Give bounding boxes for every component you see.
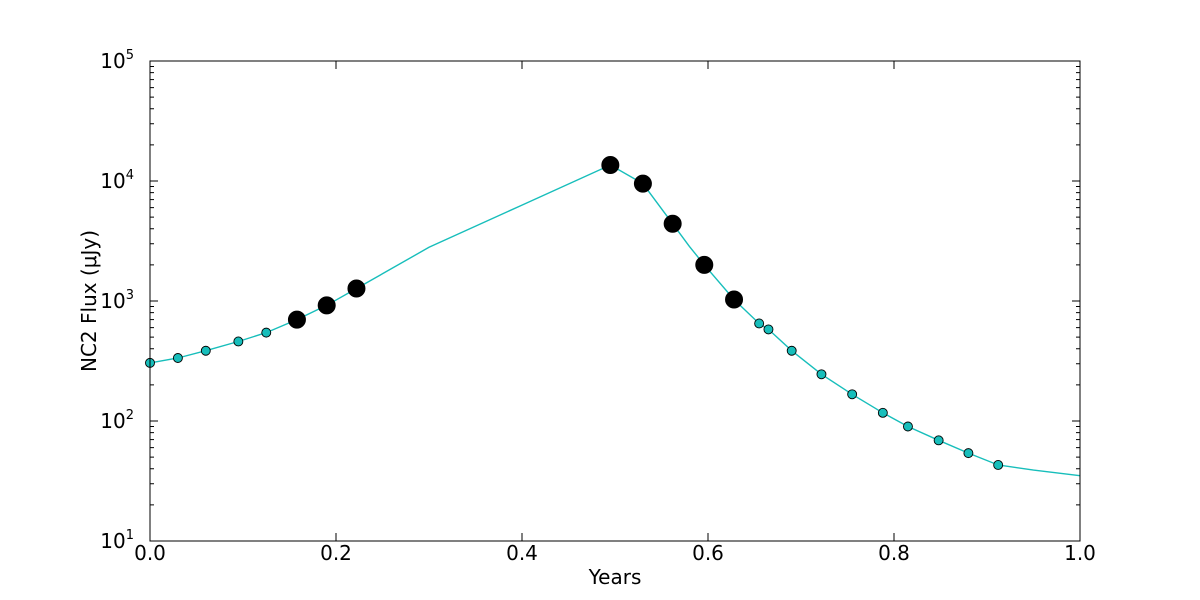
x-tick-label: 1.0 bbox=[1064, 541, 1096, 565]
data-point-small bbox=[763, 324, 774, 335]
data-point-small bbox=[847, 389, 858, 400]
data-point-small bbox=[233, 336, 244, 347]
data-point-large bbox=[633, 174, 652, 193]
x-axis-label: Years bbox=[588, 565, 642, 589]
data-point-small bbox=[903, 421, 913, 432]
data-point-large bbox=[725, 290, 744, 309]
data-point-large bbox=[287, 310, 306, 329]
x-tick-label: 0.4 bbox=[506, 541, 538, 565]
data-point-large bbox=[601, 155, 620, 174]
data-point-small bbox=[200, 345, 211, 356]
data-point-small bbox=[786, 345, 797, 356]
y-tick-label: 101 bbox=[100, 528, 134, 553]
x-tick-label: 0.8 bbox=[878, 541, 910, 565]
x-tick-label: 0.2 bbox=[320, 541, 352, 565]
y-tick-label: 102 bbox=[100, 408, 134, 433]
large-markers bbox=[287, 155, 744, 329]
data-point-small bbox=[933, 435, 944, 446]
model-curve bbox=[149, 164, 1081, 477]
y-tick-labels: 101 102 103 104 105 bbox=[100, 48, 134, 553]
data-point-small bbox=[816, 369, 827, 380]
data-point-small bbox=[877, 407, 888, 418]
plot-frame bbox=[149, 60, 1081, 542]
x-tick-labels: 0.0 0.2 0.4 0.6 0.8 1.0 bbox=[134, 541, 1096, 565]
y-axis-label: NC2 Flux (μJy) bbox=[77, 230, 101, 372]
data-point-large bbox=[347, 279, 366, 298]
y-tick-label: 103 bbox=[100, 288, 134, 313]
data-point-small bbox=[963, 448, 974, 459]
x-tick-label: 0.0 bbox=[134, 541, 166, 565]
x-tick-label: 0.6 bbox=[692, 541, 724, 565]
data-point-large bbox=[695, 255, 714, 274]
data-point-small bbox=[993, 460, 1004, 470]
data-point-small bbox=[172, 353, 183, 363]
y-tick-label: 104 bbox=[100, 168, 134, 193]
y-tick-label: 105 bbox=[100, 48, 134, 73]
data-point-small bbox=[261, 327, 272, 338]
data-point-small bbox=[754, 318, 765, 329]
data-point-large bbox=[317, 296, 336, 315]
small-markers bbox=[145, 318, 1004, 470]
data-point-large bbox=[663, 214, 682, 233]
